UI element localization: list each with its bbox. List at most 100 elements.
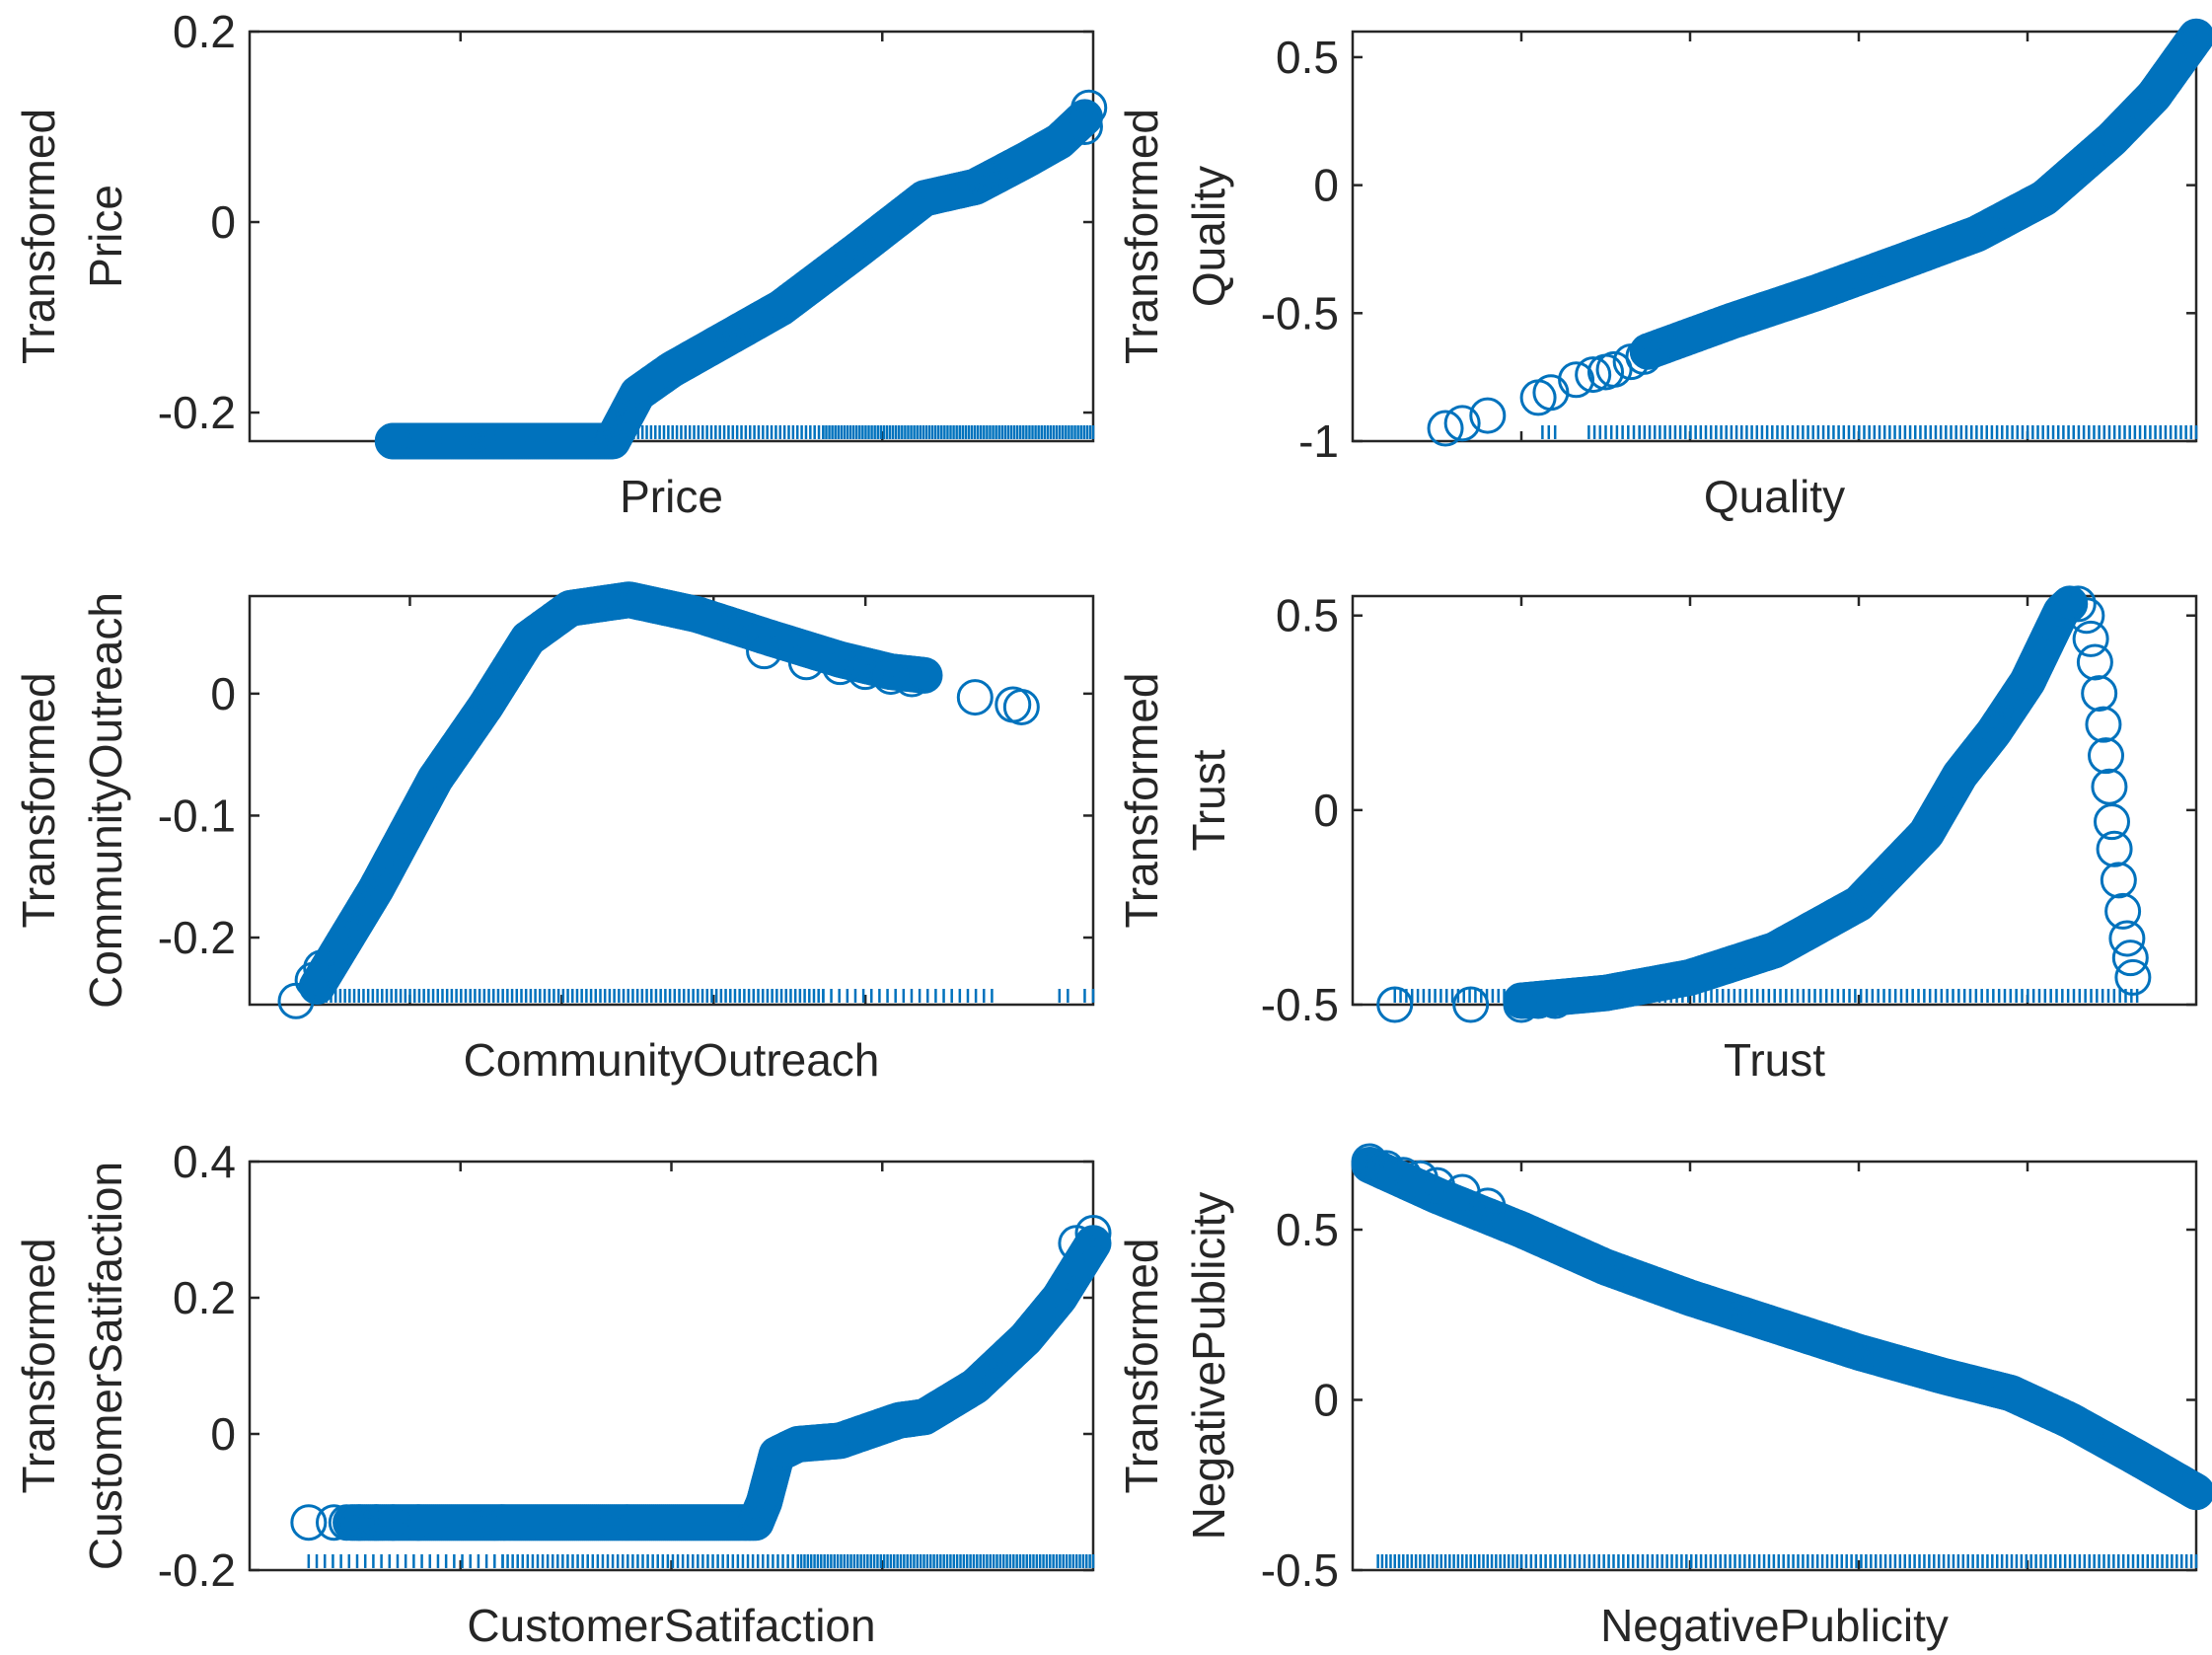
data-point xyxy=(1532,374,1570,412)
y-tick-label: 0.5 xyxy=(1276,1204,1339,1255)
data-point xyxy=(956,679,994,716)
scatter-series xyxy=(277,581,1040,1019)
data-point xyxy=(1419,1166,1455,1204)
data-point xyxy=(2091,768,2128,805)
data-point xyxy=(2108,920,2146,957)
x-axis-label: CommunityOutreach xyxy=(464,1034,880,1086)
data-point xyxy=(459,422,496,460)
axes-box xyxy=(1351,594,2198,1007)
data-point xyxy=(400,1504,437,1542)
data-point xyxy=(328,1504,365,1542)
y-tick-label: -0.2 xyxy=(158,912,236,963)
data-point xyxy=(1469,397,1507,434)
rug-plot xyxy=(1541,425,2198,439)
rug-plot xyxy=(307,1554,1095,1568)
scatter-series xyxy=(1427,18,2212,447)
data-point xyxy=(1427,410,1464,447)
data-point xyxy=(290,1504,328,1542)
data-point xyxy=(2100,862,2137,899)
data-point xyxy=(822,648,858,686)
data-point xyxy=(2059,585,2097,623)
data-point xyxy=(2111,940,2149,977)
data-point xyxy=(2094,803,2130,841)
data-point xyxy=(1452,986,1490,1023)
y-axis-label-line: CommunityOutreach xyxy=(80,592,131,1009)
data-point xyxy=(1066,109,1103,146)
axes-box xyxy=(1351,30,2198,443)
subplot-5: -0.2 0 0.2 0.4 CustomerSatifaction Transforme… xyxy=(13,1136,1112,1651)
data-point xyxy=(872,658,910,696)
subplot-1: -0.2 0 0.2 Price Transformed Price xyxy=(13,6,1108,522)
data-point xyxy=(1536,982,1574,1019)
y-axis-label-line: CustomerSatifaction xyxy=(80,1162,131,1570)
x-axis-label: Quality xyxy=(1704,471,1845,522)
data-point xyxy=(2177,1473,2212,1511)
data-point xyxy=(2072,620,2109,657)
data-point xyxy=(1367,1150,1405,1187)
x-axis-label: Trust xyxy=(1724,1034,1825,1086)
data-point xyxy=(2114,958,2152,996)
data-point xyxy=(374,1504,411,1542)
rug-plot xyxy=(316,989,1095,1003)
data-point xyxy=(1384,1157,1422,1194)
y-tick-label: -0.5 xyxy=(1261,1544,1339,1596)
y-axis-label-line: Price xyxy=(80,185,131,288)
y-tick-label: 0.2 xyxy=(173,1272,236,1323)
y-tick-label: -0.5 xyxy=(1261,287,1339,339)
axes-box xyxy=(1351,1160,2198,1572)
data-point xyxy=(847,653,884,691)
subplot-6: -0.5 0 0.5 NegativePublicity Transformed Nega… xyxy=(1116,1143,2212,1651)
data-point xyxy=(1401,1160,1438,1197)
y-axis-label-line: NegativePublicity xyxy=(1183,1192,1234,1541)
y-tick-label: 0 xyxy=(210,1408,236,1460)
data-point xyxy=(1443,405,1481,442)
data-point xyxy=(1376,986,1414,1023)
data-point xyxy=(2104,892,2142,930)
y-axis-label-line: Transformed xyxy=(1116,672,1167,928)
data-point xyxy=(357,1504,395,1542)
data-point xyxy=(2088,737,2125,775)
y-axis-label-line: Trust xyxy=(1183,749,1234,851)
data-point xyxy=(1070,89,1108,126)
y-tick-label: 0.5 xyxy=(1276,32,1339,83)
subplot-2: -1 -0.5 0 0.5 Quality Transformed Quality xyxy=(1116,18,2212,522)
y-axis-label-line: Transformed xyxy=(1116,1238,1167,1493)
y-axis-label-line: Transformed xyxy=(13,672,64,928)
data-point xyxy=(1519,982,1557,1019)
y-tick-label: 0.5 xyxy=(1276,590,1339,641)
y-axis-label-line: Transformed xyxy=(13,109,64,364)
data-point xyxy=(2076,643,2113,681)
axes-box xyxy=(248,30,1095,443)
y-tick-label: -0.2 xyxy=(158,1544,236,1596)
data-point xyxy=(303,949,340,987)
subplot-4: -0.5 0 0.5 Trust Transformed Trust xyxy=(1116,585,2198,1086)
data-point xyxy=(1074,1214,1112,1251)
y-tick-label: 0 xyxy=(210,668,236,719)
data-point xyxy=(1469,1187,1507,1225)
y-tick-label: -0.5 xyxy=(1261,979,1339,1030)
y-axis-label-line: Transformed xyxy=(1116,109,1167,364)
y-tick-label: 0 xyxy=(1313,160,1339,211)
scatter-series xyxy=(1351,1143,2212,1511)
y-tick-label: 0 xyxy=(1313,1375,1339,1426)
scatter-series xyxy=(290,1214,1112,1542)
data-point xyxy=(2085,706,2122,743)
data-point xyxy=(316,1504,352,1542)
x-axis-label: Price xyxy=(620,471,723,522)
data-point xyxy=(1074,1225,1112,1262)
y-tick-label: 0 xyxy=(210,196,236,248)
y-tick-label: -1 xyxy=(1298,415,1339,467)
data-point xyxy=(2177,18,2212,55)
data-point xyxy=(294,961,332,999)
data-point xyxy=(1625,338,1662,375)
data-point xyxy=(1558,361,1595,399)
scatter-series xyxy=(374,89,1108,460)
y-tick-label: 0 xyxy=(1313,785,1339,836)
y-tick-label: -0.1 xyxy=(158,790,236,841)
x-axis-label: NegativePublicity xyxy=(1600,1600,1949,1651)
axes-box xyxy=(248,594,1095,1007)
data-point xyxy=(2096,830,2133,867)
data-point xyxy=(746,633,783,670)
data-point xyxy=(442,422,479,460)
